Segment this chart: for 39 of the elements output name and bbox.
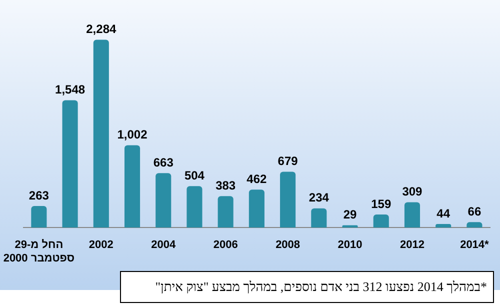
x-tick-label: 2002 [88, 239, 114, 252]
x-tick-label: 2004 [151, 239, 176, 252]
data-label: 66 [468, 204, 482, 218]
x-tick-label: 2010 [338, 239, 362, 252]
bar [373, 214, 389, 228]
data-label: 663 [153, 155, 174, 170]
data-label: 679 [278, 154, 298, 168]
bar [93, 40, 109, 228]
data-label: 29 [343, 208, 358, 222]
bar [124, 145, 140, 228]
data-label: 462 [246, 172, 268, 186]
data-label: 1,548 [55, 82, 86, 97]
bar [342, 225, 358, 228]
x-tick-label: 2014* [460, 239, 490, 252]
data-label: 309 [402, 184, 423, 198]
data-label: 234 [308, 190, 330, 205]
x-tick-label: 2012 [400, 239, 424, 252]
data-label: 44 [436, 206, 450, 220]
bar [466, 222, 482, 228]
data-label: 2,284 [86, 22, 116, 36]
bar [31, 206, 47, 228]
data-label: 159 [371, 196, 392, 211]
bar [218, 196, 234, 228]
bar [248, 190, 264, 228]
bar [436, 224, 452, 228]
bar [186, 186, 202, 228]
data-label: 263 [28, 188, 50, 202]
x-tick-label: 2006 [213, 239, 238, 252]
bar [311, 208, 327, 228]
data-label: 504 [184, 168, 205, 182]
bar [62, 100, 78, 228]
x-tick-label: החל מ-29 ספטמבר 2000 [3, 239, 75, 264]
text: *במהלך 2014 נפצעו 312 בני אדם נוספים, במהלך מבצע "צוק איתן" [154, 278, 487, 296]
bar [156, 173, 172, 228]
bar [404, 202, 420, 228]
data-label: 1,002 [117, 128, 148, 142]
x-tick-label: 2008 [276, 239, 300, 252]
bar [280, 172, 296, 228]
data-label: 383 [216, 178, 236, 192]
